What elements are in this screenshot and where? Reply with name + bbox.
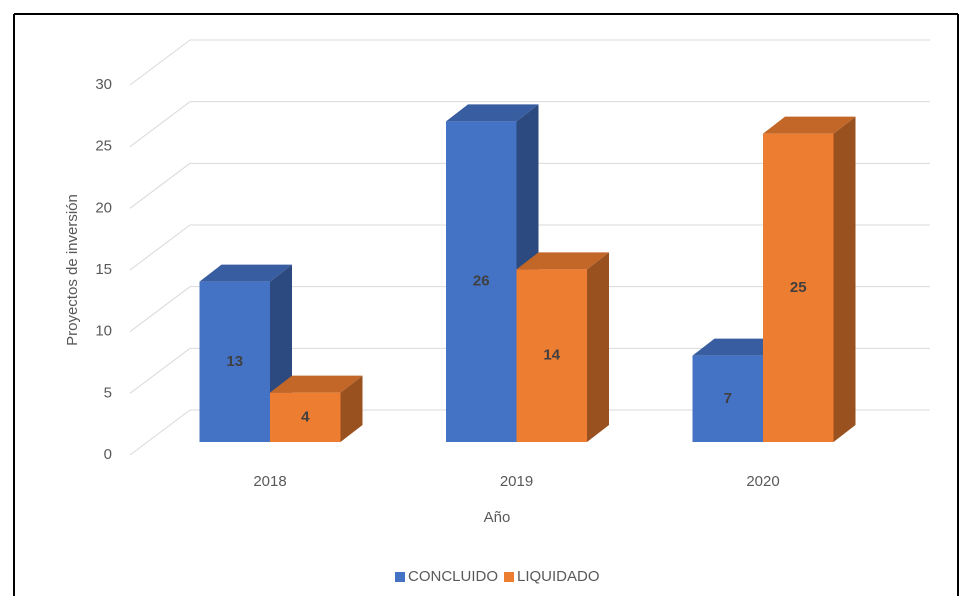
grid-line — [129, 347, 191, 394]
bar-front — [446, 121, 517, 442]
y-tick-label: 10 — [95, 323, 112, 340]
data-label: 14 — [543, 347, 560, 364]
legend-label: CONCLUIDO — [408, 568, 498, 585]
bar-top — [446, 104, 539, 122]
bar-side — [340, 375, 363, 442]
data-label: 4 — [301, 408, 310, 425]
bar-front — [516, 269, 587, 442]
bar-top — [270, 375, 363, 393]
bar-top — [763, 116, 856, 134]
data-label: 25 — [790, 279, 807, 296]
y-tick-label: 30 — [95, 76, 112, 93]
y-tick-label: 5 — [104, 384, 112, 401]
x-tick-label: 2018 — [253, 473, 286, 490]
y-tick-label: 20 — [95, 199, 112, 216]
data-label: 13 — [226, 353, 243, 370]
grid-line — [129, 286, 191, 333]
bar — [270, 375, 363, 442]
legend-label: LIQUIDADO — [517, 568, 600, 585]
data-label: 7 — [724, 390, 732, 407]
bar-front — [763, 133, 834, 442]
bar-front — [270, 392, 341, 442]
bar-top — [692, 338, 785, 356]
data-label: 26 — [473, 273, 490, 290]
bar-top — [199, 264, 292, 282]
y-tick-label: 15 — [95, 261, 112, 278]
bar-top — [516, 252, 609, 270]
bar — [516, 252, 609, 442]
bar-side — [587, 252, 609, 442]
y-tick-label: 25 — [95, 138, 112, 155]
grid-line — [129, 39, 191, 86]
grid-line — [129, 409, 191, 456]
grid-line — [129, 101, 191, 148]
x-tick-label: 2020 — [746, 473, 779, 490]
bar-side — [833, 116, 856, 443]
y-axis-title: Proyectos de inversión — [64, 194, 81, 346]
bar — [763, 116, 856, 443]
grid-line — [129, 162, 191, 209]
legend-swatch — [504, 572, 514, 582]
grid-line — [129, 224, 191, 271]
x-axis-title: Año — [484, 509, 511, 526]
x-tick-label: 2019 — [500, 473, 533, 490]
bar-front — [199, 281, 270, 442]
legend-swatch — [395, 572, 405, 582]
y-tick-label: 0 — [104, 446, 112, 463]
bar-front — [692, 355, 763, 442]
